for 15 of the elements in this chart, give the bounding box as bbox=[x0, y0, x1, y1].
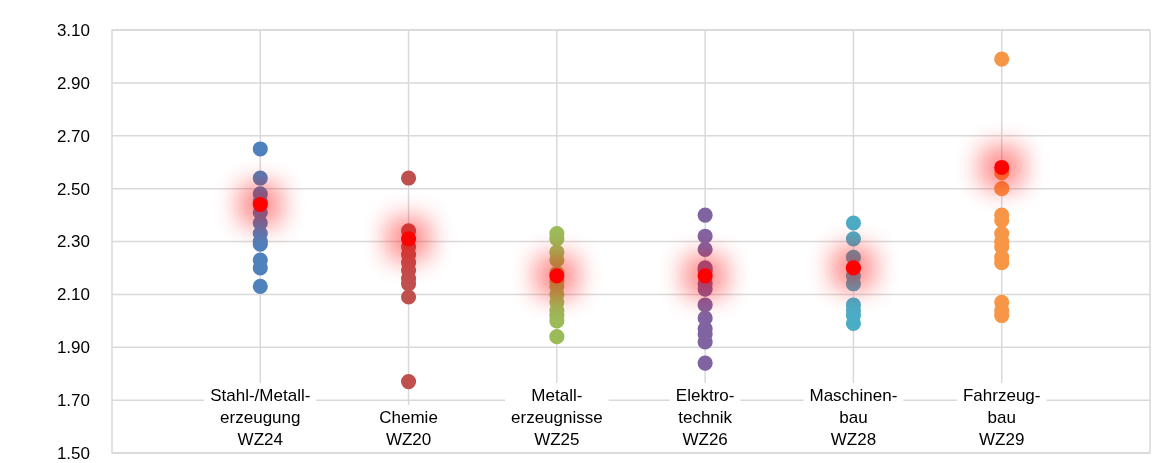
y-tick-label: 3.10 bbox=[56, 20, 90, 40]
y-tick-label: 1.90 bbox=[56, 338, 90, 358]
y-tick-label: 1.50 bbox=[56, 443, 90, 463]
y-tick-label: 2.30 bbox=[56, 232, 90, 252]
x-tick-label: Stahl-/Metall- erzeugung WZ24 bbox=[210, 386, 311, 449]
y-tick-label: 2.50 bbox=[56, 179, 90, 199]
x-tick-label: Elektro- technik WZ26 bbox=[675, 386, 735, 449]
x-tick-label: Fahrzeug- bau WZ29 bbox=[962, 386, 1041, 449]
x-tick-label: Chemie WZ20 bbox=[379, 408, 438, 449]
y-tick-label: 2.70 bbox=[56, 126, 90, 146]
y-tick-label: 2.10 bbox=[56, 285, 90, 305]
y-tick-label: 2.90 bbox=[56, 73, 90, 93]
x-tick-label: Maschinen- bau WZ28 bbox=[809, 386, 898, 449]
x-tick-label: Metall- erzeugnisse WZ25 bbox=[511, 386, 603, 449]
y-tick-label: 1.70 bbox=[56, 391, 90, 411]
